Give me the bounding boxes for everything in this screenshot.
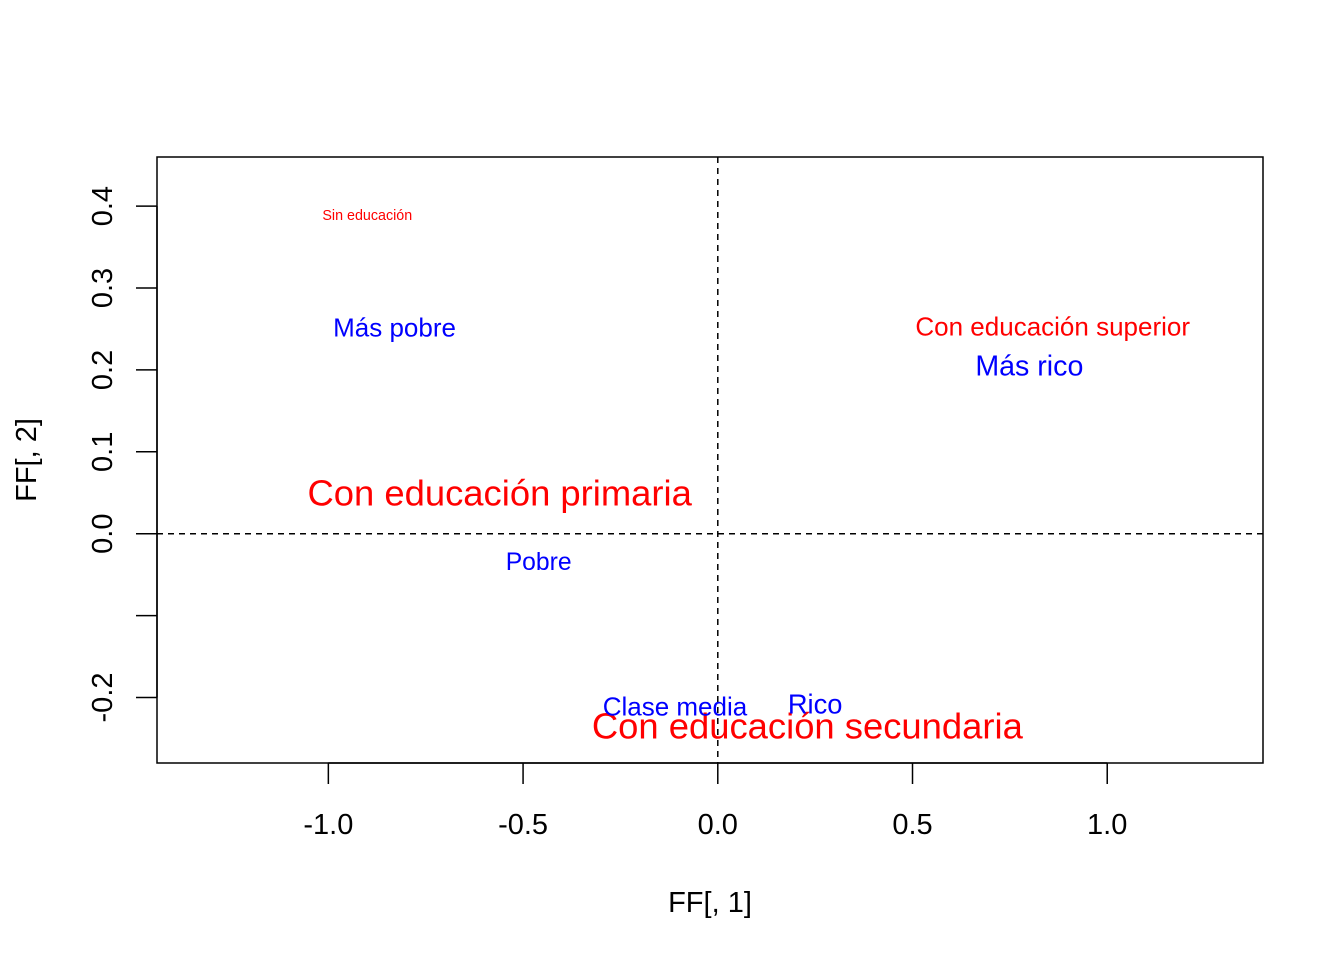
point-label: Con educación secundaria — [592, 706, 1024, 747]
x-axis-title: FF[, 1] — [668, 887, 752, 919]
point-label: Con educación superior — [915, 312, 1190, 342]
y-tick-label: 0.2 — [87, 350, 119, 390]
x-tick-label: -1.0 — [303, 809, 353, 841]
point-label: Más rico — [975, 351, 1083, 383]
point-label: Sin educación — [322, 208, 412, 224]
point-label: Más pobre — [333, 312, 456, 342]
point-label: Rico — [788, 689, 843, 720]
x-axis: -1.0 -0.5 0.0 0.5 1.0 — [303, 762, 1127, 841]
y-tick-label: 0.1 — [87, 432, 119, 472]
y-tick-label: -0.2 — [87, 672, 119, 722]
y-tick-label: 0.3 — [87, 268, 119, 308]
x-tick-label: -0.5 — [498, 809, 548, 841]
point-label: Con educación primaria — [308, 472, 693, 513]
x-tick-label: 0.5 — [892, 809, 932, 841]
reference-lines — [157, 157, 1263, 763]
y-axis-title: FF[, 2] — [11, 418, 43, 502]
y-tick-label: 0.4 — [87, 186, 119, 226]
x-tick-label: 1.0 — [1087, 809, 1127, 841]
point-labels: Sin educación Con educación superior Con e… — [308, 208, 1191, 747]
point-label: Pobre — [506, 549, 572, 576]
x-tick-label: 0.0 — [698, 809, 738, 841]
y-tick-label: 0.0 — [87, 514, 119, 554]
point-label: Clase media — [603, 691, 748, 721]
plot-frame — [156, 156, 1264, 764]
y-axis: -0.2 0.0 0.1 0.2 0.3 0.4 — [87, 186, 158, 722]
